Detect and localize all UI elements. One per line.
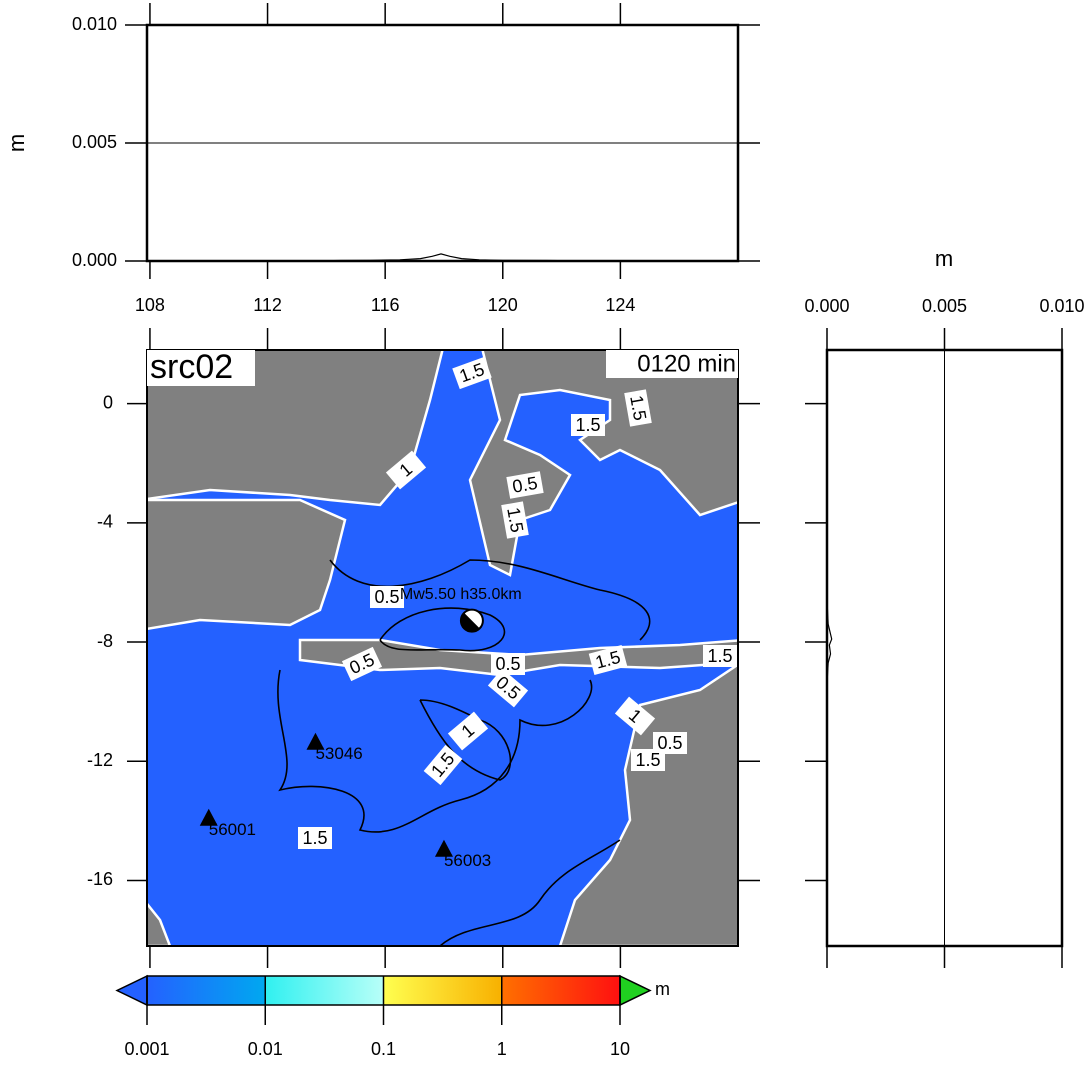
colorbar-tick-label: 10 [610,1039,630,1059]
profile-line [311,253,591,262]
land [147,498,347,631]
contour-label: 0.5 [491,653,525,675]
contour-label: 1.5 [571,414,605,436]
contour-label-bg [452,356,492,390]
title-bg [147,350,255,386]
x-tick-label: 124 [605,295,635,315]
contour-line [419,699,512,781]
y-axis-label: m [4,134,29,152]
colorbar-tick-label: 0.1 [371,1039,396,1059]
source-beachball [460,612,480,632]
station [306,732,325,750]
contour-label-bg [341,646,383,682]
time-label: 0120 min [637,350,736,377]
x-tick-label: 0.000 [804,296,849,316]
contour-line [439,839,621,946]
map-title: src02 [150,348,233,386]
station [199,808,218,826]
y-tick-label: -16 [87,869,113,889]
y-tick-label: 0 [103,392,113,412]
x-tick-label: 120 [488,295,518,315]
contour-label-bg [491,653,525,675]
x-tick-label: 0.010 [1039,296,1084,316]
contour-label-bg [501,501,529,539]
colorbar-unit: m [655,979,670,999]
contour-label-bg [370,586,404,608]
contour-label-bg [298,827,332,849]
map-area [147,350,738,946]
x-tick-label: 112 [253,295,282,315]
contour-label-bg [487,668,529,708]
contour-label: 1.5 [298,827,332,849]
y-tick-label: 0.010 [72,14,117,34]
contour-label-text: 1.5 [707,646,732,666]
station-label: 53046 [315,744,362,763]
land [558,663,738,946]
x-axis-label: m [935,246,953,271]
contour-label-bg [653,732,687,754]
colorbar-over [619,974,652,1007]
map-frame [146,349,739,947]
y-tick-label: 0.000 [72,250,117,270]
y-tick-label: -12 [87,750,113,770]
station-label: 56003 [444,851,491,870]
contour-label: 1.5 [501,501,529,539]
contour-label: 0.5 [506,471,544,499]
contour-label: 1.5 [624,389,652,427]
contour-label-bg [447,711,489,751]
contour-line [277,669,593,833]
x-tick-label: 0.005 [922,296,967,316]
contour-label-text: 0.5 [511,473,539,497]
land [147,901,172,946]
contour-label-text: 1.5 [635,750,660,770]
y-tick-label: -4 [97,512,113,532]
x-tick-label: 108 [135,295,165,315]
contour-label-text: 1.5 [575,415,600,435]
contour-label: 1 [614,696,656,736]
contour-label: 1.5 [588,644,628,676]
colorbar-segment [147,976,266,1005]
contour-label-bg [385,450,427,490]
colorbar-segment [265,976,384,1005]
y-tick-label: -8 [97,631,113,651]
station-label: 56001 [209,820,256,839]
contour-label-bg [614,696,656,736]
contour-label-text: 0.5 [495,654,520,674]
contour-label-text: 1.5 [626,394,650,422]
land [147,350,444,507]
contour-label-bg [631,749,665,771]
contour-label: 0.5 [653,732,687,754]
y-tick-label: 0.005 [72,132,117,152]
contour-label: 1.5 [703,645,737,667]
contour-label-bg [506,471,544,499]
colorbar-segment [501,976,620,1005]
station [434,839,453,857]
colorbar-segment [383,976,502,1005]
contour-label-bg [423,744,463,786]
contour-label-bg [624,389,652,427]
contour-label-text: 1.5 [503,506,527,534]
contour-label: 1 [447,711,489,751]
colorbar-tick-label: 0.001 [124,1039,169,1059]
colorbar-tick-label: 0.01 [248,1039,283,1059]
colorbar-under [115,974,148,1007]
contour-label-text: 0.5 [374,587,399,607]
contour-line [379,607,506,652]
colorbar-tick-label: 1 [497,1039,507,1059]
contour-label-bg [571,414,605,436]
source-label: Mw5.50 h35.0km [400,586,522,603]
contour-label-text: 1.5 [302,828,327,848]
contour-label: 0.5 [370,586,404,608]
profile-line [826,600,833,684]
contour-label-text: 0.5 [657,733,682,753]
contour-label-bg [588,644,628,676]
x-tick-label: 116 [371,295,400,315]
contour-label-bg [703,645,737,667]
time-bg [606,350,738,378]
contour-label: 1.5 [631,749,665,771]
contour-label: 1 [385,450,427,490]
land [468,350,738,577]
